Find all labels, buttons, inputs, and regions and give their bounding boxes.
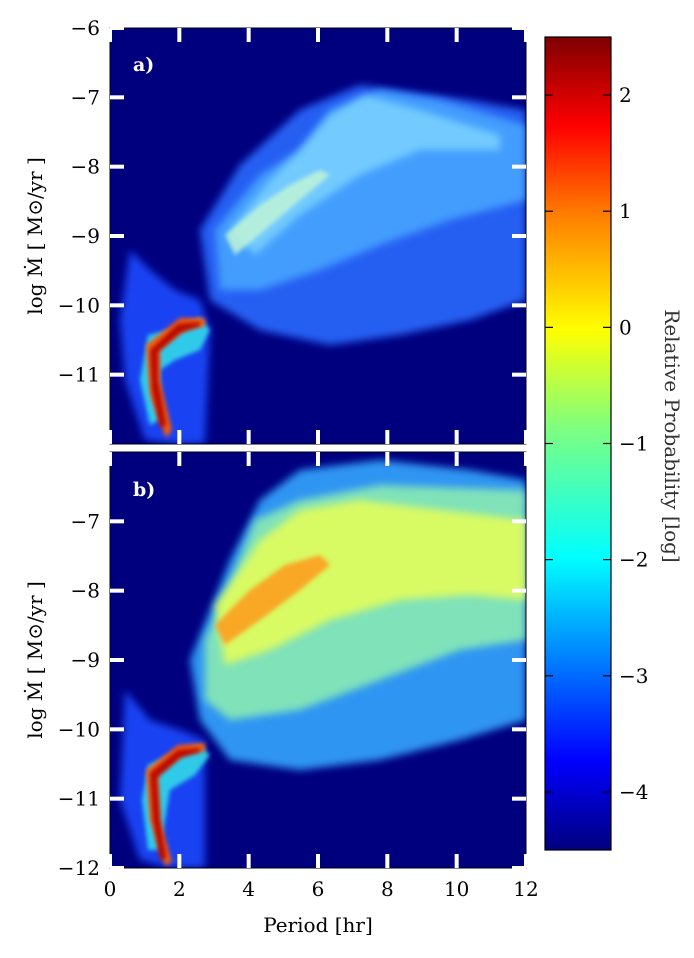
colorbar-label: Relative Probability [log] <box>660 309 684 562</box>
x-tick-label: 12 <box>513 877 538 901</box>
panel-a-y-tick-label: −10 <box>58 293 100 317</box>
colorbar-gradient <box>544 36 612 851</box>
x-tick-label: 6 <box>312 877 325 901</box>
panel-b-x-tick-labels: 0 2 4 6 8 10 12 <box>104 877 539 901</box>
x-tick-label: 8 <box>381 877 394 901</box>
panel-b-label: b) <box>133 479 155 501</box>
x-tick-label: 10 <box>444 877 469 901</box>
panel-a-label: a) <box>133 54 154 76</box>
panel-b: b) −7 −8 −9 −10 −11 −12 0 2 4 6 8 10 12 log Ṁ [ M⊙/… <box>23 451 539 937</box>
heatmap-a-density <box>120 85 526 444</box>
panel-a-y-tick-label: −6 <box>71 16 100 40</box>
panel-b-y-tick-label: −9 <box>71 648 100 672</box>
panel-a-y-tick-label: −9 <box>71 224 100 248</box>
panel-b-ylabel: log Ṁ [ M⊙/yr ] <box>23 581 47 739</box>
colorbar: 2 1 0 −1 −2 −3 −4 Relative Probability [log] <box>544 36 684 851</box>
x-tick-label: 4 <box>242 877 255 901</box>
colorbar-tick-label: −1 <box>619 432 648 456</box>
colorbar-tick-label: 1 <box>619 199 632 223</box>
panel-a-ticks <box>108 26 528 444</box>
x-tick-label: 2 <box>173 877 186 901</box>
panel-a-ylabel: log Ṁ [ M⊙/yr ] <box>23 157 47 315</box>
panel-b-y-tick-label: −12 <box>58 856 100 880</box>
panel-a-y-tick-label: −7 <box>71 85 100 109</box>
panel-b-y-tick-labels: −7 −8 −9 −10 −11 −12 <box>58 509 100 880</box>
panel-a-y-tick-label: −8 <box>71 155 100 179</box>
colorbar-tick-label: 2 <box>619 83 632 107</box>
panel-a: a) −6 −7 −8 −9 −10 −11 log Ṁ [ M⊙/yr ] <box>23 16 528 445</box>
panel-a-y-tick-label: −11 <box>58 363 100 387</box>
heatmap-b-density <box>120 460 526 868</box>
colorbar-tick-label: −4 <box>619 780 648 804</box>
x-axis-title: Period [hr] <box>263 913 373 937</box>
panel-b-y-tick-label: −10 <box>58 717 100 741</box>
colorbar-tick-label: 0 <box>619 315 632 339</box>
colorbar-tick-label: −3 <box>619 664 648 688</box>
panel-b-y-tick-label: −11 <box>58 787 100 811</box>
colorbar-ticks <box>545 94 611 793</box>
panel-b-y-tick-label: −8 <box>71 579 100 603</box>
colorbar-tick-labels: 2 1 0 −1 −2 −3 −4 <box>619 83 648 804</box>
panel-b-y-tick-label: −7 <box>71 509 100 533</box>
panel-b-ticks <box>108 452 528 870</box>
x-tick-label: 0 <box>104 877 117 901</box>
colorbar-tick-label: −2 <box>619 548 648 572</box>
panel-a-y-tick-labels: −6 −7 −8 −9 −10 −11 <box>58 16 100 387</box>
